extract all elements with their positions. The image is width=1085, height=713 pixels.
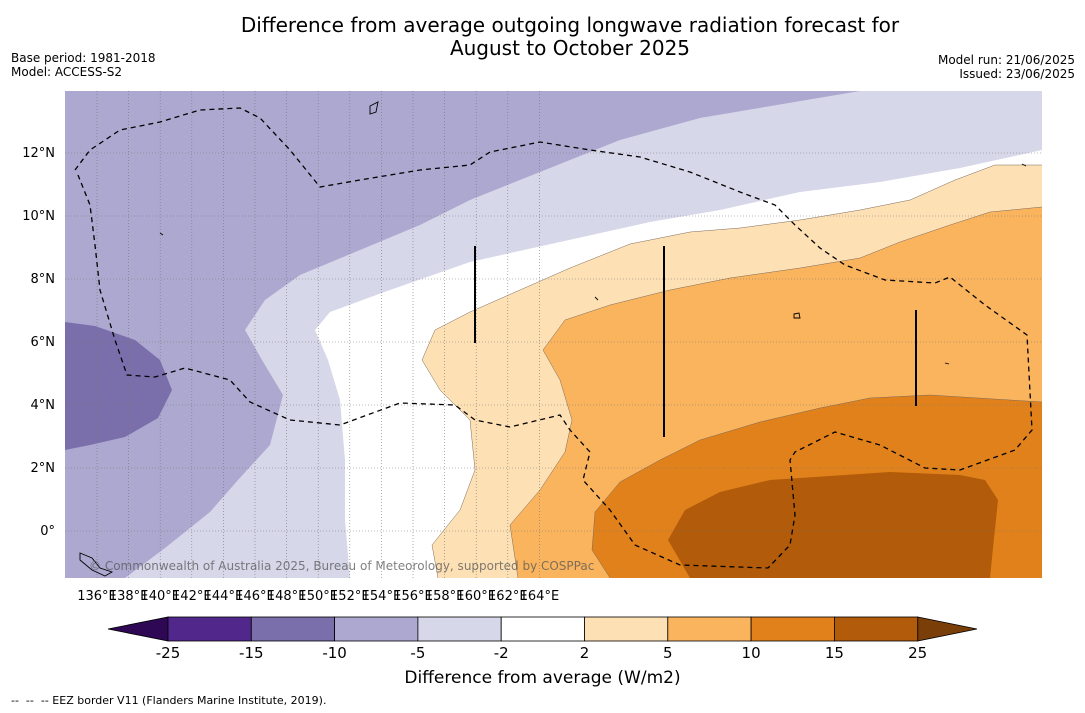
- colorbar-swatch: [750, 616, 835, 642]
- colorbar-swatch: [250, 616, 336, 642]
- lon-tick-label: 154°E: [362, 589, 402, 604]
- lon-tick-label: 146°E: [235, 589, 275, 604]
- region-minus10-to-minus5: [65, 91, 860, 578]
- colorbar-tick-label: 25: [908, 644, 927, 662]
- meta-left: Base period: 1981-2018 Model: ACCESS-S2: [11, 51, 156, 79]
- lat-tick-label: 6°N: [31, 335, 56, 350]
- eez-note: -- -- -- EEZ border V11 (Flanders Marine…: [11, 694, 327, 707]
- colorbar-tick-label: 2: [580, 644, 590, 662]
- lon-tick-label: 164°E: [520, 589, 560, 604]
- region-minus15-to-minus10: [65, 322, 172, 450]
- colorbar-tick-label: 5: [663, 644, 673, 662]
- meta-right: Model run: 21/06/2025 Issued: 23/06/2025: [938, 53, 1075, 81]
- colorbar-swatch: [167, 616, 252, 642]
- base-period: Base period: 1981-2018: [11, 51, 156, 65]
- latitude-labels: 12°N 10°N 8°N 6°N 4°N 2°N 0°: [22, 146, 55, 539]
- model-run: Model run: 21/06/2025: [937, 53, 1075, 67]
- lat-tick-label: 4°N: [31, 398, 56, 413]
- eez-border: [74, 107, 1033, 569]
- model-name: Model: ACCESS-S2: [11, 65, 123, 79]
- colorbar-under-arrow: [107, 616, 169, 642]
- colorbar-swatch: [667, 616, 752, 642]
- lon-tick-label: 136°E: [77, 589, 117, 604]
- title-line-2: August to October 2025: [449, 36, 691, 60]
- colorbar-tick-label: -25: [156, 644, 181, 662]
- lon-tick-label: 148°E: [267, 589, 307, 604]
- colorbar-tick-label: 10: [742, 644, 761, 662]
- colorbar-label: Difference from average (W/m2): [404, 668, 681, 688]
- gridlines: [65, 91, 1042, 578]
- colorbar-tick-label: -2: [494, 644, 509, 662]
- colorbar-tick-label: -15: [239, 644, 264, 662]
- lat-tick-label: 8°N: [31, 272, 56, 287]
- anomaly-field: [65, 91, 1042, 578]
- chart-title: Difference from average outgoing longwav…: [170, 14, 970, 60]
- colorbar-tick-label: 15: [825, 644, 844, 662]
- colorbar-over-arrow: [917, 616, 978, 642]
- colorbar-swatch: [584, 616, 669, 642]
- colorbar-tick-label: -5: [410, 644, 425, 662]
- lon-tick-label: 140°E: [140, 589, 180, 604]
- lon-tick-label: 162°E: [488, 589, 528, 604]
- issued-date: Issued: 23/06/2025: [959, 67, 1075, 81]
- lon-tick-label: 150°E: [298, 589, 338, 604]
- lon-tick-label: 152°E: [330, 589, 370, 604]
- colorbar-swatch: [500, 616, 585, 642]
- lat-tick-label: 2°N: [31, 461, 56, 476]
- title-line-1: Difference from average outgoing longwav…: [240, 13, 900, 37]
- colorbar-swatch: [834, 616, 919, 642]
- copyright-text: © Commonwealth of Australia 2025, Bureau…: [89, 559, 594, 573]
- lon-tick-label: 138°E: [109, 589, 149, 604]
- colorbar-swatch: [334, 616, 419, 642]
- lon-tick-label: 160°E: [456, 589, 496, 604]
- region-15-to-25: [668, 472, 998, 578]
- lon-tick-label: 158°E: [425, 589, 465, 604]
- longitude-labels: 136°E138°E140°E142°E144°E146°E148°E150°E…: [77, 589, 559, 604]
- lon-tick-label: 142°E: [172, 589, 212, 604]
- lat-tick-label: 12°N: [22, 146, 55, 161]
- lon-tick-label: 144°E: [204, 589, 244, 604]
- islands: [79, 101, 1027, 577]
- mountain-ridge-lines: [474, 246, 917, 437]
- lat-tick-label: 0°: [40, 524, 55, 539]
- colorbar: -25 -15 -10 -5 -2 2 5 10 15 25: [107, 616, 978, 662]
- colorbar-swatch: [417, 616, 502, 642]
- lon-tick-label: 156°E: [393, 589, 433, 604]
- lat-tick-label: 10°N: [22, 209, 55, 224]
- colorbar-tick-label: -10: [322, 644, 347, 662]
